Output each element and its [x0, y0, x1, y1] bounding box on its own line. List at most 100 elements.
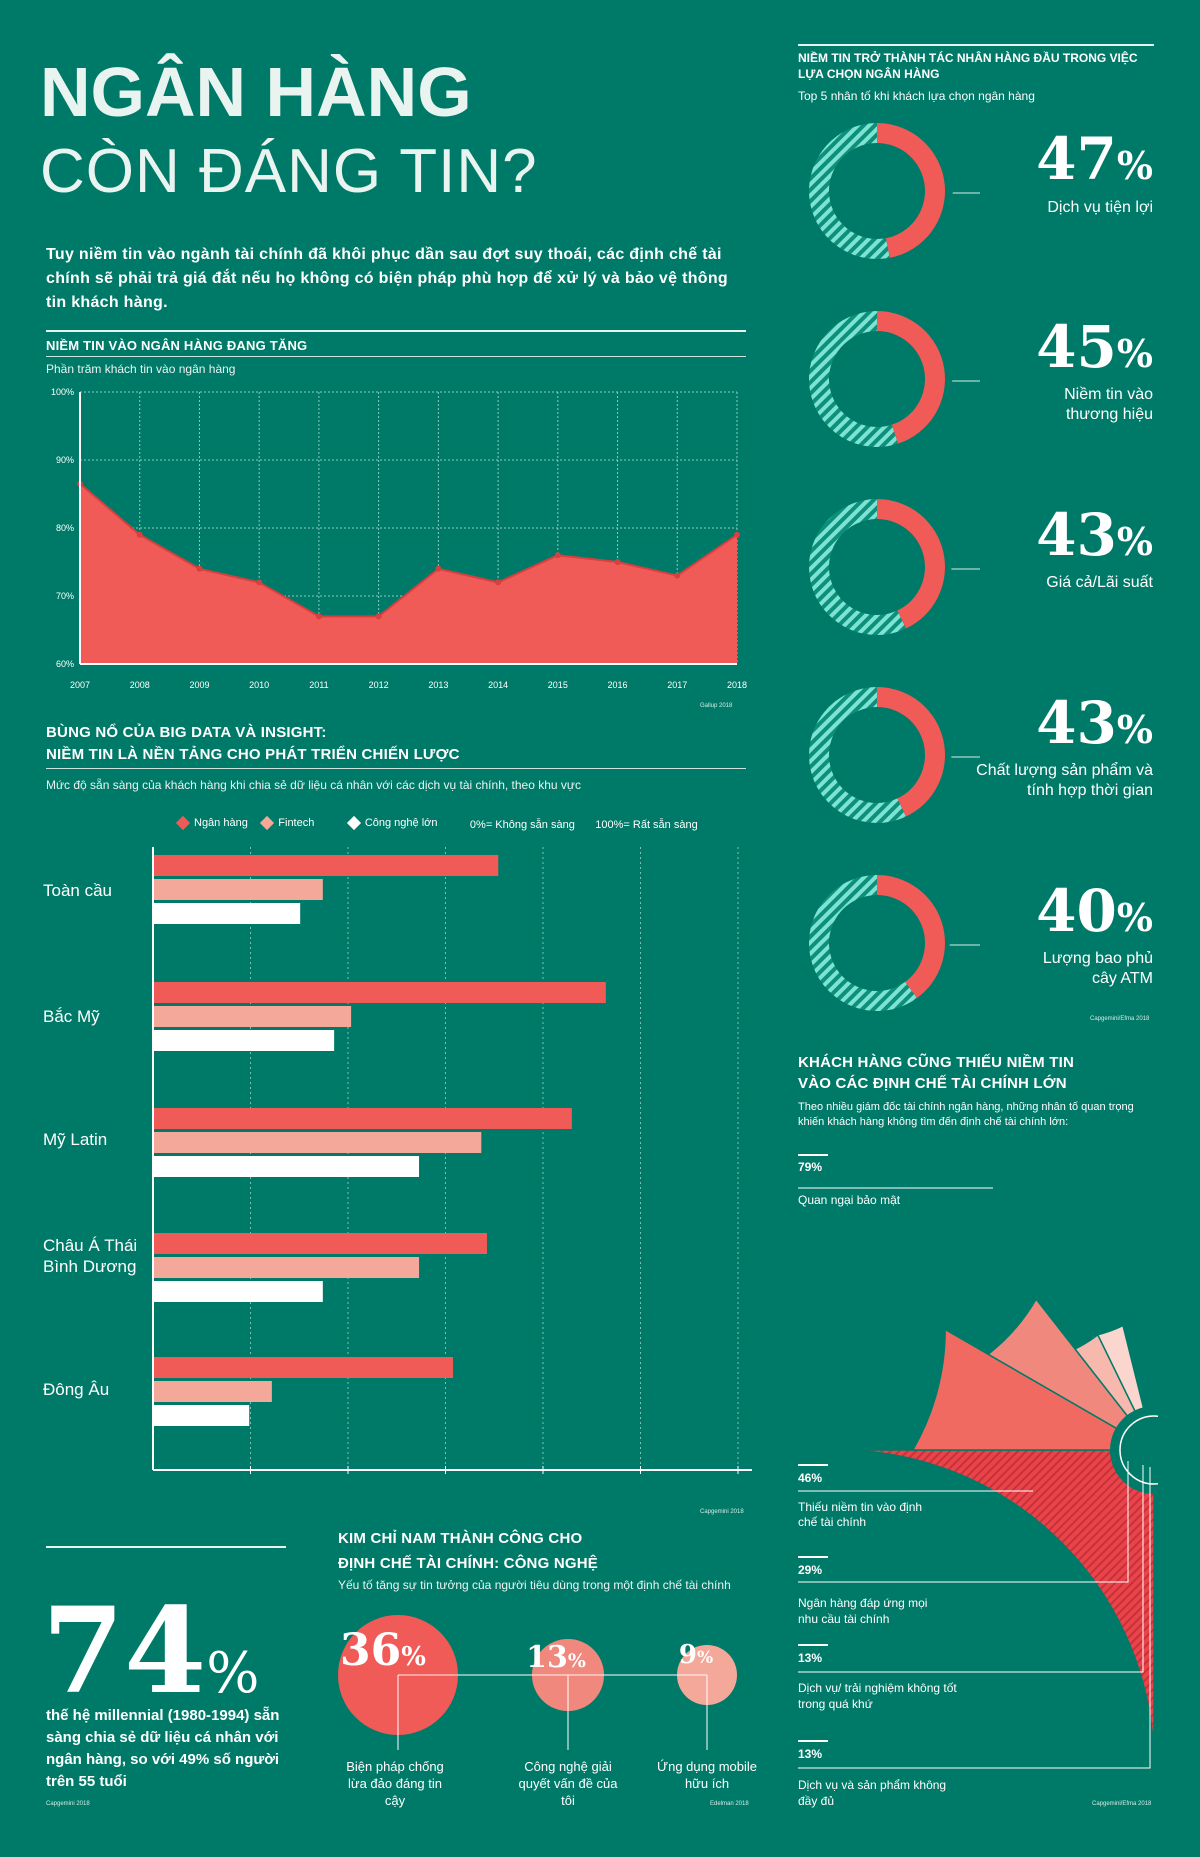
scale-note-low: 0%= Không sẵn sàng — [469, 819, 575, 831]
data-point — [315, 613, 322, 620]
x-tick-label: 2009 — [189, 680, 209, 690]
radial-label: Dịch vụ/ trải nghiệm không tốt trong quá… — [798, 1681, 957, 1711]
bar — [153, 1233, 487, 1254]
legend-swatch — [260, 815, 275, 831]
radial-pct: 13% — [798, 1651, 823, 1665]
donut-rest — [809, 123, 890, 259]
page-title: NGÂN HÀNG CÒN ĐÁNG TIN? — [40, 52, 600, 212]
stat-text: thế hệ millennial (1980-1994) sẵn sàng c… — [46, 1707, 280, 1790]
bubble-source: Edelman 2018 — [710, 1801, 749, 1807]
radial-sector — [837, 1449, 1155, 1767]
donut-charts — [808, 123, 980, 1011]
bubble-pct: 36% — [340, 1625, 426, 1676]
bar — [153, 1405, 250, 1426]
x-tick-label: 2018 — [727, 680, 747, 690]
divider — [46, 356, 746, 357]
radial-pct: 13% — [798, 1747, 823, 1761]
donut-label: Dịch vụ tiện lợi — [1047, 199, 1153, 216]
bar — [153, 1357, 454, 1378]
trust-chart-source: Gallup 2018 — [700, 703, 733, 709]
donut-pct: 40% — [1036, 877, 1153, 945]
donut-source: Capgemini/Efma 2018 — [1090, 1016, 1150, 1022]
legend-item-bigtech: Công nghệ lớn — [346, 815, 438, 831]
stat-number: 74 — [42, 1581, 207, 1720]
region-label: Toàn cầu — [43, 881, 112, 900]
x-tick-label: 2012 — [369, 680, 389, 690]
data-point — [375, 613, 382, 620]
x-tick-label: 2008 — [130, 680, 150, 690]
radial-hub-ring — [1119, 1415, 1158, 1485]
bar — [153, 903, 301, 924]
data-point — [495, 579, 502, 586]
x-tick-label: 2016 — [608, 680, 628, 690]
legend-label: Công nghệ lớn — [364, 817, 438, 829]
donut-rest — [808, 311, 899, 447]
radial-label: Thiếu niềm tin vào định chế tài chính — [798, 1500, 923, 1529]
y-tick-label: 90% — [56, 455, 74, 465]
bigdata-title-2: NIỀM TIN LÀ NỀN TẢNG CHO PHÁT TRIỂN CHIẾ… — [46, 746, 460, 763]
tech-bubble-chart — [338, 1615, 737, 1750]
leader-line — [798, 1465, 1144, 1673]
bubble-pct: 13% — [526, 1640, 586, 1675]
radial-sector — [911, 1328, 1157, 1451]
stat-source: Capgemini 2018 — [46, 1801, 90, 1807]
x-tick-label: 2011 — [309, 680, 328, 690]
bar — [153, 1257, 420, 1278]
leader-line — [798, 1461, 1129, 1583]
data-point — [256, 579, 263, 586]
radial-source: Capgemini/Efma 2018 — [1092, 1801, 1152, 1807]
trust-chart-subtitle: Phần trăm khách tin vào ngân hàng — [46, 362, 236, 376]
radial-chart — [798, 1154, 1158, 1769]
donut-label: Lượng bao phủ cây ATM — [1042, 950, 1153, 987]
x-tick-label: 2014 — [488, 680, 508, 690]
x-tick-label: 2013 — [428, 680, 448, 690]
data-point — [674, 572, 681, 579]
radial-pct: 46% — [798, 1471, 823, 1485]
donut-rest — [809, 499, 906, 635]
radial-hub — [1110, 1406, 1158, 1494]
donut-value — [877, 875, 946, 999]
donut-label: Niềm tin vào thương hiệu — [1064, 386, 1153, 423]
bar — [153, 855, 499, 876]
data-point — [554, 552, 561, 559]
title-line-2: CÒN ĐÁNG TIN? — [40, 137, 538, 206]
data-point — [196, 565, 203, 572]
donut-label: Giá cả/Lãi suất — [1046, 574, 1153, 591]
x-tick-label: 2010 — [249, 680, 269, 690]
region-label: Châu Á Thái Bình Dương — [43, 1236, 138, 1276]
radial-label: Ngân hàng đáp ứng mọi nhu cầu tài chính — [798, 1596, 928, 1626]
donut-pct: 43% — [1036, 689, 1153, 757]
bar — [153, 982, 606, 1003]
donut-pct: 45% — [1036, 313, 1153, 381]
donut-pct-value: 43 — [1036, 501, 1117, 569]
donut-pct-value: 43 — [1036, 689, 1117, 757]
donut-pct: 43% — [1036, 501, 1153, 569]
bar — [153, 879, 323, 900]
donut-value — [877, 311, 945, 444]
bubble-pct: 9% — [678, 1640, 714, 1670]
donut-label: Chất lượng sản phẩm và tính hợp thời gia… — [976, 762, 1153, 799]
bubble-pct-value: 9 — [678, 1640, 697, 1670]
bar-chart-source: Capgemini 2018 — [700, 1509, 744, 1515]
tech-subtitle: Yếu tố tăng sự tin tưởng của người tiêu … — [338, 1578, 731, 1592]
area-fill — [80, 483, 737, 664]
region-label: Bắc Mỹ — [43, 1007, 100, 1026]
bar — [153, 1132, 482, 1153]
stat-value: 74% — [42, 1592, 259, 1710]
radial-pct: 79% — [798, 1160, 823, 1174]
bubble-label: Công nghệ giải quyết vấn đề của tôi — [518, 1759, 618, 1808]
divider — [46, 1546, 286, 1548]
bigdata-title-1: BÙNG NỔ CỦA BIG DATA VÀ INSIGHT: — [46, 724, 327, 741]
bar — [153, 1156, 420, 1177]
donut-rest — [809, 875, 917, 1011]
bar — [153, 1006, 352, 1027]
donut-title: NIỀM TIN TRỞ THÀNH TÁC NHÂN HÀNG ĐẦU TRO… — [798, 51, 1138, 81]
donut-pct-value: 45 — [1036, 313, 1117, 381]
bar — [153, 1381, 272, 1402]
region-label: Mỹ Latin — [43, 1130, 108, 1149]
radial-title-1: KHÁCH HÀNG CŨNG THIẾU NIỀM TIN — [798, 1054, 1074, 1071]
legend-swatch — [175, 815, 191, 831]
radial-pct: 29% — [798, 1563, 823, 1577]
bar — [153, 1030, 335, 1051]
legend-label: Fintech — [278, 817, 315, 829]
